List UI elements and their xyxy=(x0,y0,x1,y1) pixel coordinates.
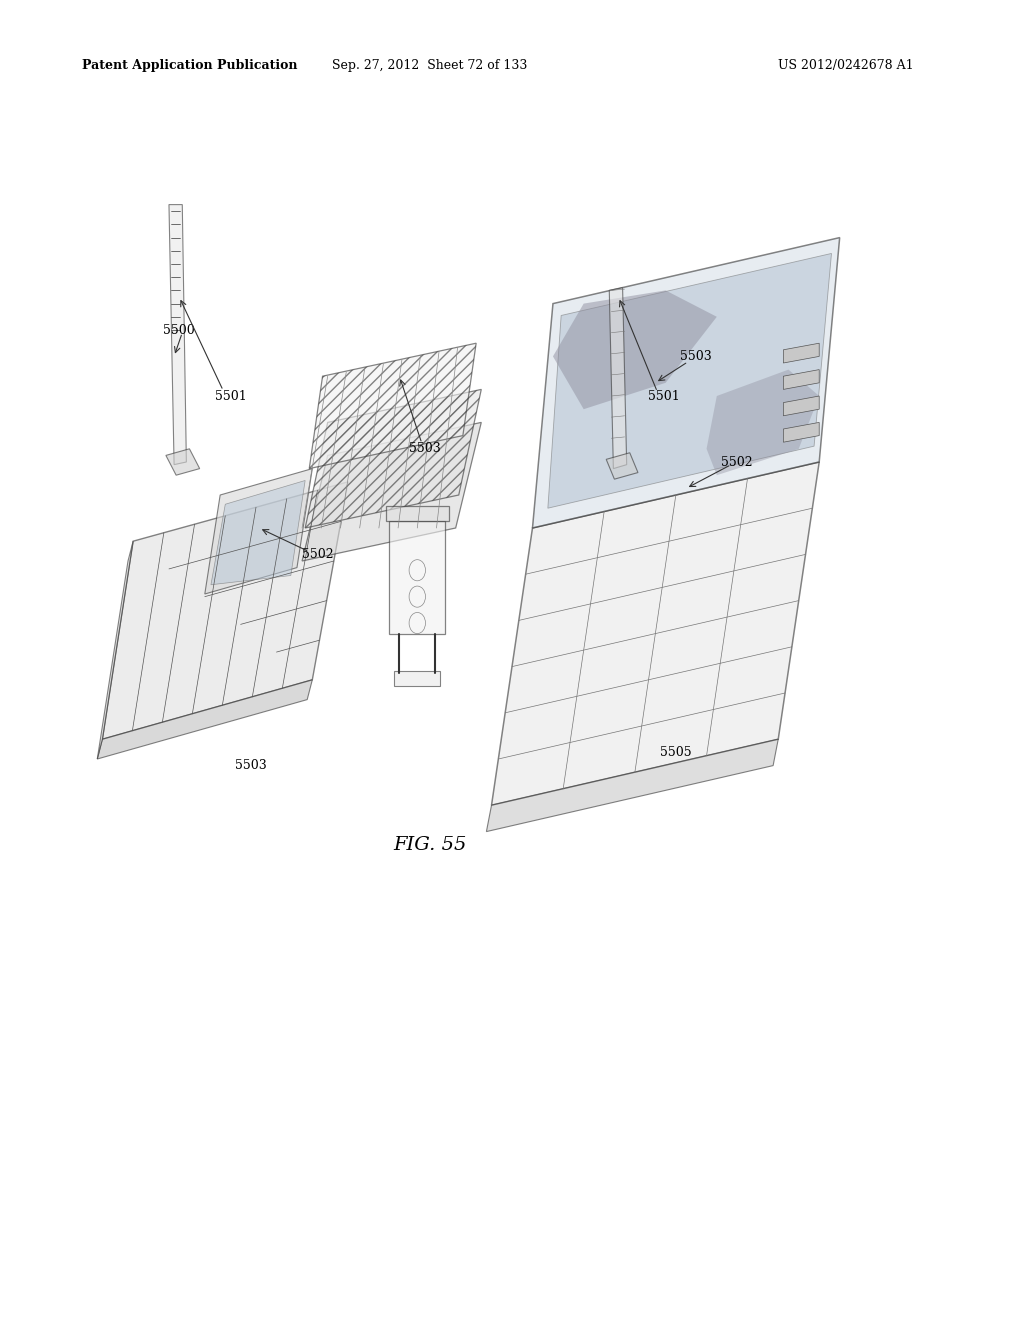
Polygon shape xyxy=(302,422,481,561)
Polygon shape xyxy=(305,389,481,528)
Polygon shape xyxy=(783,343,819,363)
Text: 5503: 5503 xyxy=(234,759,267,772)
Text: US 2012/0242678 A1: US 2012/0242678 A1 xyxy=(778,59,913,73)
Polygon shape xyxy=(553,290,717,409)
Polygon shape xyxy=(783,396,819,416)
Text: Sep. 27, 2012  Sheet 72 of 133: Sep. 27, 2012 Sheet 72 of 133 xyxy=(333,59,527,73)
Polygon shape xyxy=(609,288,627,469)
Text: 5505: 5505 xyxy=(660,746,691,759)
Polygon shape xyxy=(386,506,449,521)
Polygon shape xyxy=(606,453,638,479)
Polygon shape xyxy=(166,449,200,475)
Polygon shape xyxy=(389,521,445,634)
Text: 5503: 5503 xyxy=(680,350,713,363)
Polygon shape xyxy=(548,253,831,508)
Polygon shape xyxy=(211,480,305,585)
Text: Patent Application Publication: Patent Application Publication xyxy=(82,59,297,73)
Text: 5502: 5502 xyxy=(302,548,333,561)
Polygon shape xyxy=(309,343,476,469)
Polygon shape xyxy=(102,482,348,739)
Polygon shape xyxy=(783,422,819,442)
Polygon shape xyxy=(707,370,819,475)
Text: 5503: 5503 xyxy=(409,442,441,455)
Polygon shape xyxy=(97,680,312,759)
Polygon shape xyxy=(169,205,186,465)
Polygon shape xyxy=(205,469,312,594)
Text: FIG. 55: FIG. 55 xyxy=(393,836,467,854)
Polygon shape xyxy=(783,370,819,389)
Text: 5501: 5501 xyxy=(647,389,680,403)
Text: 5501: 5501 xyxy=(214,389,247,403)
Polygon shape xyxy=(394,671,440,686)
Polygon shape xyxy=(97,541,133,759)
Polygon shape xyxy=(532,238,840,528)
Polygon shape xyxy=(486,739,778,832)
Text: 5500: 5500 xyxy=(163,323,196,337)
Text: 5502: 5502 xyxy=(722,455,753,469)
Polygon shape xyxy=(492,462,819,805)
